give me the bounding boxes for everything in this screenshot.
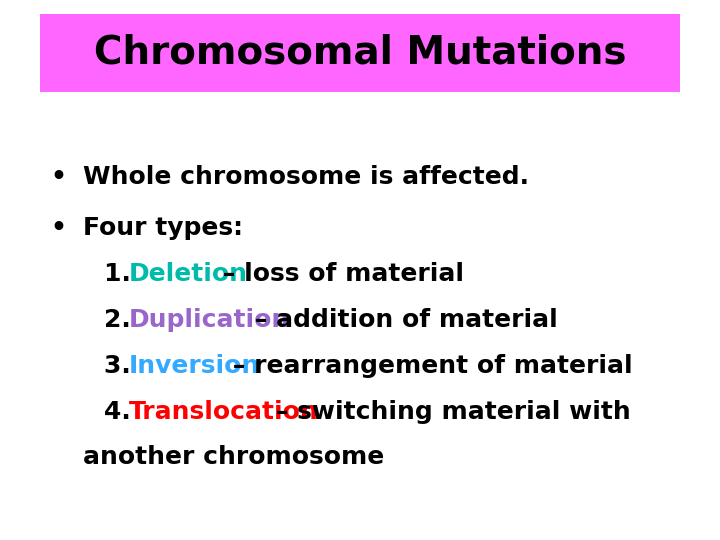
Text: – rearrangement of material: – rearrangement of material <box>225 354 633 377</box>
Text: – loss of material: – loss of material <box>214 262 464 286</box>
Text: another chromosome: another chromosome <box>83 446 384 469</box>
Text: 3.: 3. <box>104 354 140 377</box>
Text: Duplication: Duplication <box>128 308 289 332</box>
Text: •: • <box>50 165 66 188</box>
Text: Inversion: Inversion <box>128 354 260 377</box>
Text: •: • <box>50 216 66 240</box>
Text: 1.: 1. <box>104 262 140 286</box>
Text: Translocation: Translocation <box>128 400 318 423</box>
Text: Deletion: Deletion <box>128 262 248 286</box>
Text: 4.: 4. <box>104 400 140 423</box>
Text: – addition of material: – addition of material <box>246 308 557 332</box>
Text: Whole chromosome is affected.: Whole chromosome is affected. <box>83 165 528 188</box>
FancyBboxPatch shape <box>40 14 680 92</box>
Text: Chromosomal Mutations: Chromosomal Mutations <box>94 33 626 72</box>
Text: – switching material with: – switching material with <box>267 400 631 423</box>
Text: Four types:: Four types: <box>83 216 243 240</box>
Text: 2.: 2. <box>104 308 140 332</box>
